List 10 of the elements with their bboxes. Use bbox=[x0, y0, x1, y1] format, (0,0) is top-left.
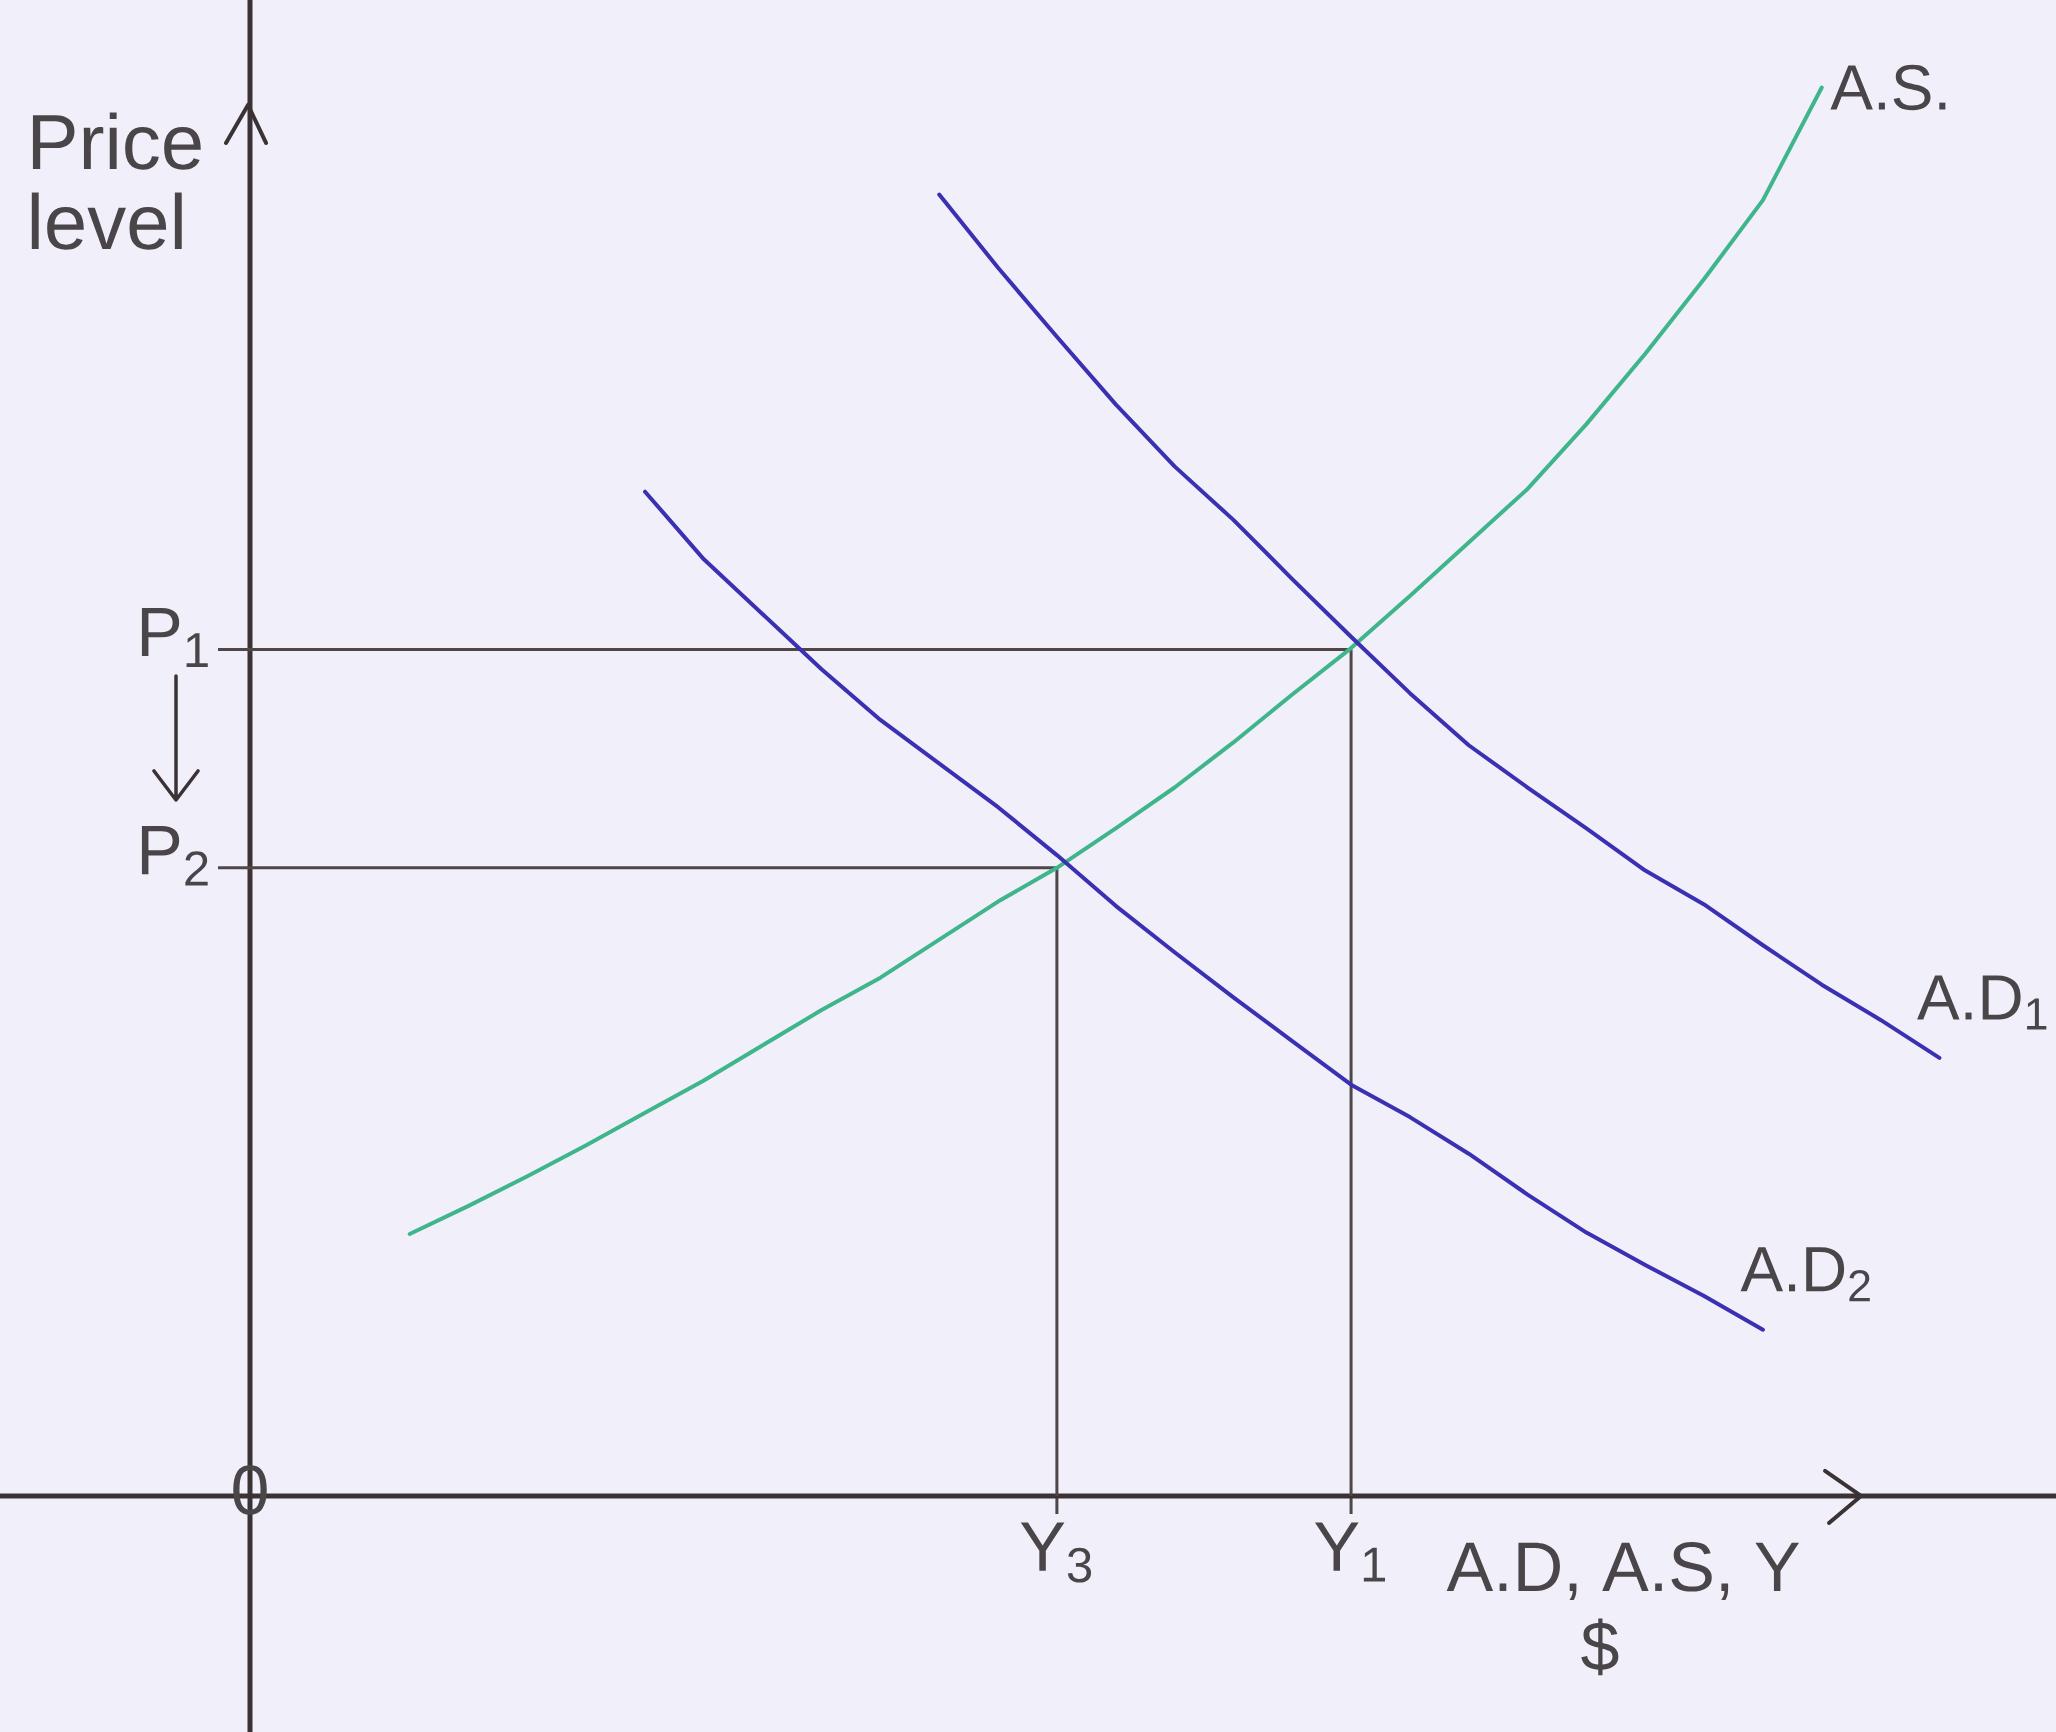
ref-line-label: P$_{1}$ bbox=[141, 607, 208, 667]
x-tick-label: Y$_{3}$ bbox=[1020, 1522, 1092, 1583]
x-tick-label: Y$_{1}$ bbox=[1314, 1522, 1386, 1582]
y-axis-title: Price level bbox=[31, 112, 201, 250]
series-label: A.S. bbox=[1830, 64, 1946, 111]
series-label: A.D$_{2}$ bbox=[1740, 1247, 1870, 1302]
x-axis-title: A.D, A.S, Y bbox=[1446, 1542, 1800, 1600]
series-label: A.D$_{1}$ bbox=[1917, 975, 2047, 1030]
ref-line-label: P$_{2}$ bbox=[141, 826, 208, 886]
text: $ bbox=[1581, 1618, 1619, 1676]
